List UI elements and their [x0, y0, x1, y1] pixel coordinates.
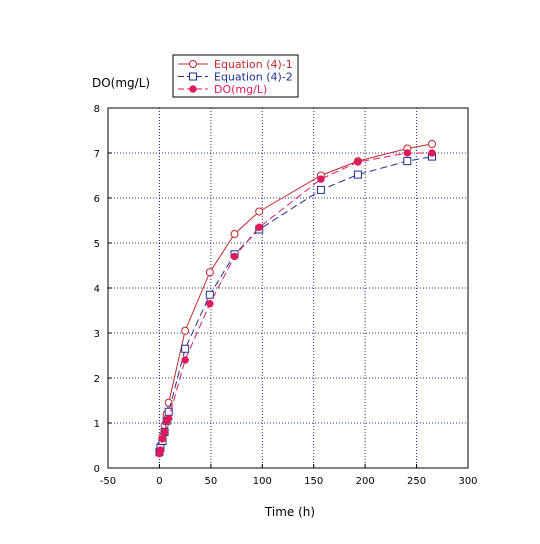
x-tick-label: 150: [304, 476, 323, 487]
data-point: [403, 157, 412, 166]
data-point: [181, 356, 189, 364]
data-point: [255, 223, 263, 231]
data-point: [354, 158, 362, 166]
x-tick-label: 200: [356, 476, 375, 487]
y-tick-label: 1: [94, 419, 100, 430]
y-tick-label: 7: [94, 149, 100, 160]
y-tick-label: 5: [94, 239, 100, 250]
data-point: [206, 300, 214, 308]
x-tick-label: 250: [407, 476, 426, 487]
y-tick-label: 6: [94, 194, 100, 205]
series-3: [155, 149, 436, 458]
data-point: [230, 230, 239, 238]
data-point: [353, 170, 362, 179]
data-point: [403, 149, 412, 157]
data-point: [158, 435, 167, 443]
data-point: [160, 428, 169, 436]
data-point: [255, 207, 264, 216]
legend-marker: [189, 60, 197, 68]
y-tick-label: 8: [94, 104, 100, 115]
y-tick-label: 3: [94, 329, 100, 340]
data-point: [230, 252, 239, 261]
y-axis-title: DO(mg/L): [92, 76, 150, 90]
data-point: [316, 185, 325, 194]
data-point: [317, 175, 325, 183]
legend-label: Equation (4)-2: [214, 71, 293, 84]
x-tick-label: 0: [156, 476, 162, 487]
legend-label: Equation (4)-1: [214, 58, 293, 71]
grid-layer: [108, 108, 468, 468]
x-tick-label: 100: [253, 476, 272, 487]
data-point: [156, 446, 165, 454]
legend-entry-2: Equation (4)-2: [178, 71, 293, 84]
data-point: [164, 414, 173, 423]
x-axis-title: Time (h): [264, 505, 315, 519]
legend-marker: [189, 72, 197, 81]
data-point: [428, 149, 436, 157]
legend-entry-1: Equation (4)-1: [178, 58, 293, 71]
x-tick-label: -50: [100, 476, 116, 487]
series-layer: [155, 140, 436, 458]
legend-entry-3: DO(mg/L): [178, 83, 267, 96]
x-tick-label: 300: [458, 476, 477, 487]
x-tick-label: 50: [204, 476, 217, 487]
legend-marker: [189, 85, 197, 93]
data-point: [205, 268, 214, 277]
y-tick-label: 4: [94, 284, 100, 295]
data-point: [205, 290, 214, 299]
data-point: [428, 140, 436, 148]
data-point: [181, 344, 190, 353]
y-tick-label: 0: [94, 464, 100, 475]
data-point: [181, 326, 190, 335]
y-tick-label: 2: [94, 374, 100, 385]
legend-label: DO(mg/L): [214, 83, 267, 96]
